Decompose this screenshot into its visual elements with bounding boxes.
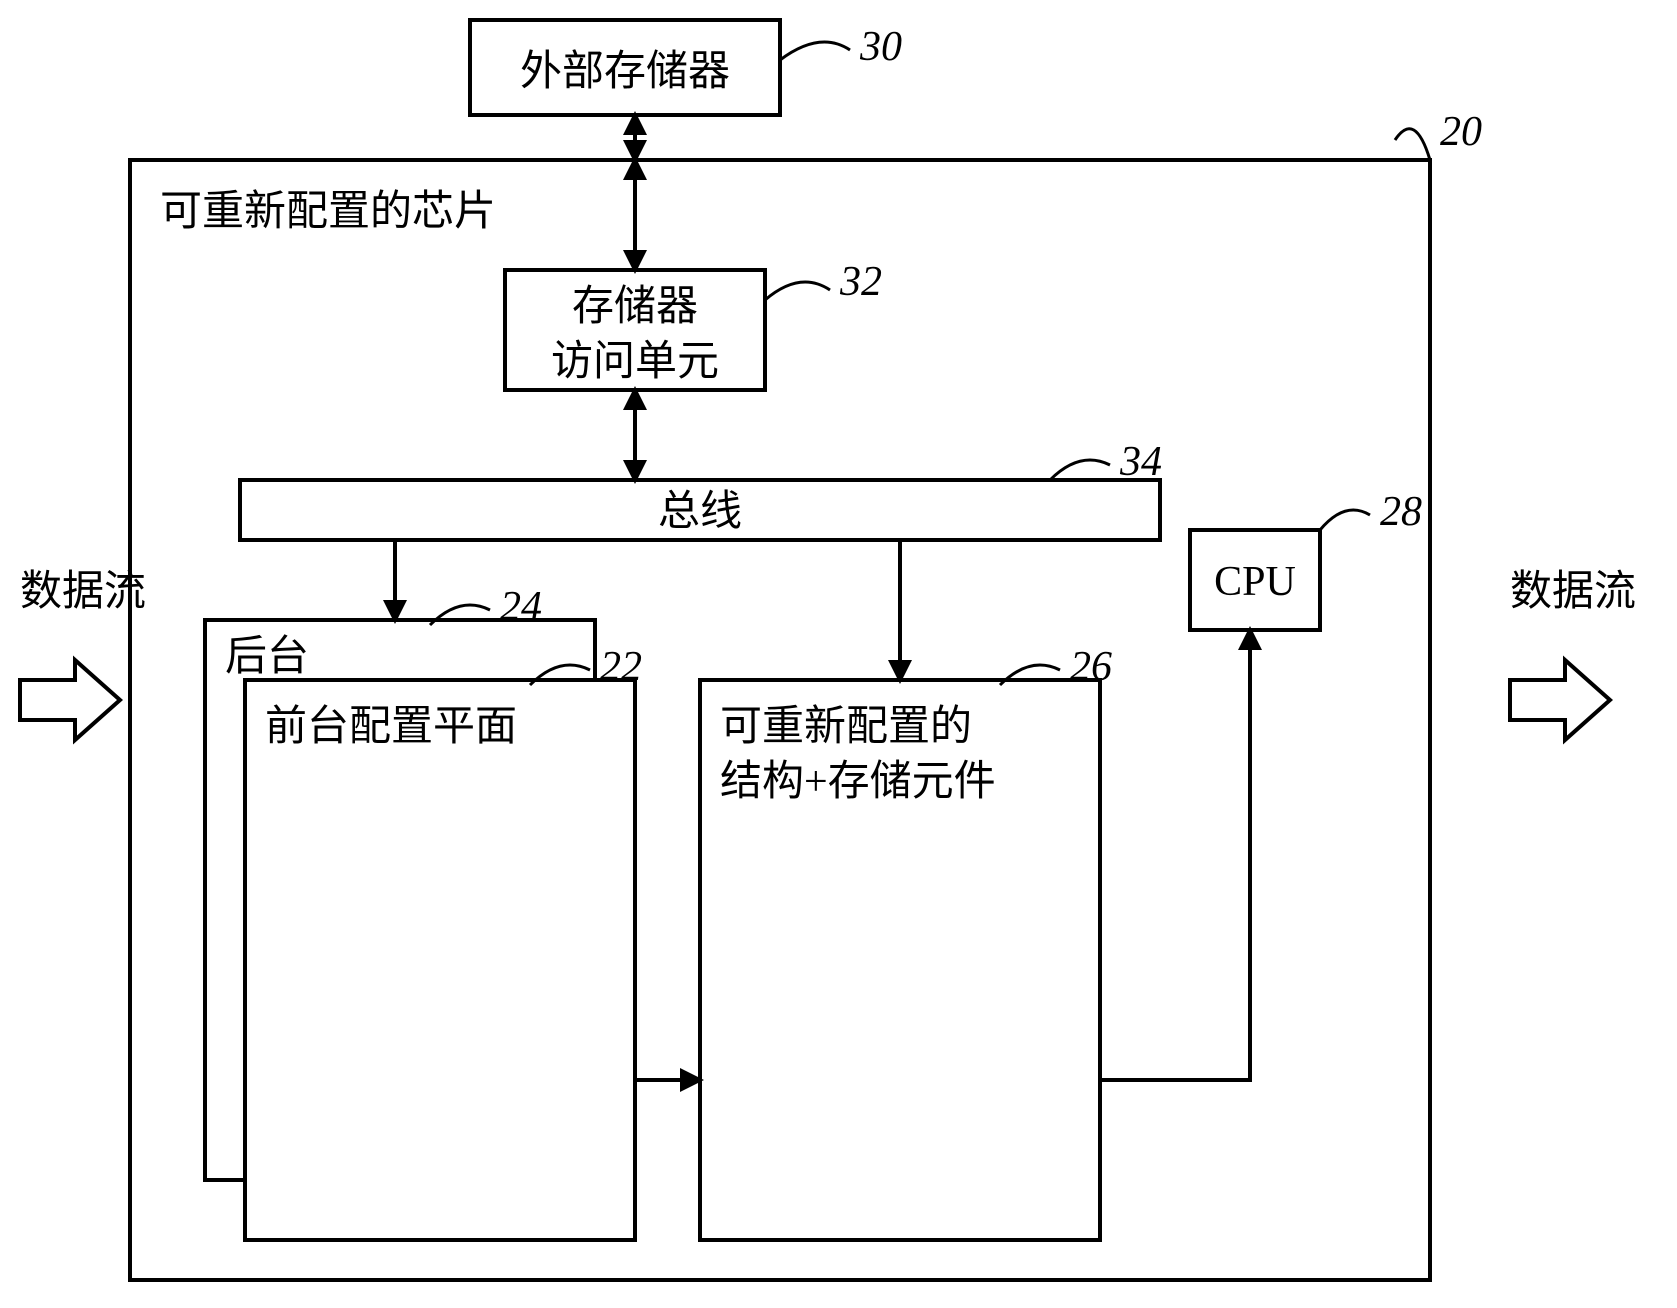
block-arrow-left-icon xyxy=(20,660,120,740)
leader-chip xyxy=(1395,129,1430,160)
block-arrow-right-icon xyxy=(1510,660,1610,740)
ref-bg: 24 xyxy=(500,584,542,630)
ref-ext-mem: 30 xyxy=(859,24,902,70)
mem-access-label1: 存储器 xyxy=(572,284,698,330)
data-flow-right-label: 数据流 xyxy=(1510,569,1636,615)
leader-cpu xyxy=(1320,510,1370,530)
ref-reconf: 26 xyxy=(1070,644,1112,690)
chip-title: 可重新配置的芯片 xyxy=(160,189,496,235)
reconf-label2: 结构+存储元件 xyxy=(720,759,996,805)
background-plane-label: 后台 xyxy=(225,634,309,680)
external-memory-label: 外部存储器 xyxy=(520,49,730,95)
mem-access-label2: 访问单元 xyxy=(551,339,719,385)
ref-fg: 22 xyxy=(600,644,642,690)
leader-bus xyxy=(1050,460,1110,480)
reconf-label1: 可重新配置的 xyxy=(720,704,972,750)
foreground-plane-box xyxy=(245,680,635,1240)
data-flow-right-group: 数据流 xyxy=(1510,569,1636,740)
ref-mem: 32 xyxy=(839,259,882,305)
ref-chip: 20 xyxy=(1440,109,1482,155)
ref-cpu: 28 xyxy=(1380,489,1422,535)
cpu-label: CPU xyxy=(1214,559,1296,605)
data-flow-left-label: 数据流 xyxy=(20,569,146,615)
bus-label: 总线 xyxy=(658,489,742,535)
arrow-reconf-cpu xyxy=(1100,630,1250,1080)
foreground-plane-label: 前台配置平面 xyxy=(265,704,517,750)
ref-bus: 34 xyxy=(1119,439,1162,485)
leader-ext-mem xyxy=(780,42,850,60)
leader-mem xyxy=(765,282,830,300)
data-flow-left-group: 数据流 xyxy=(20,569,146,740)
